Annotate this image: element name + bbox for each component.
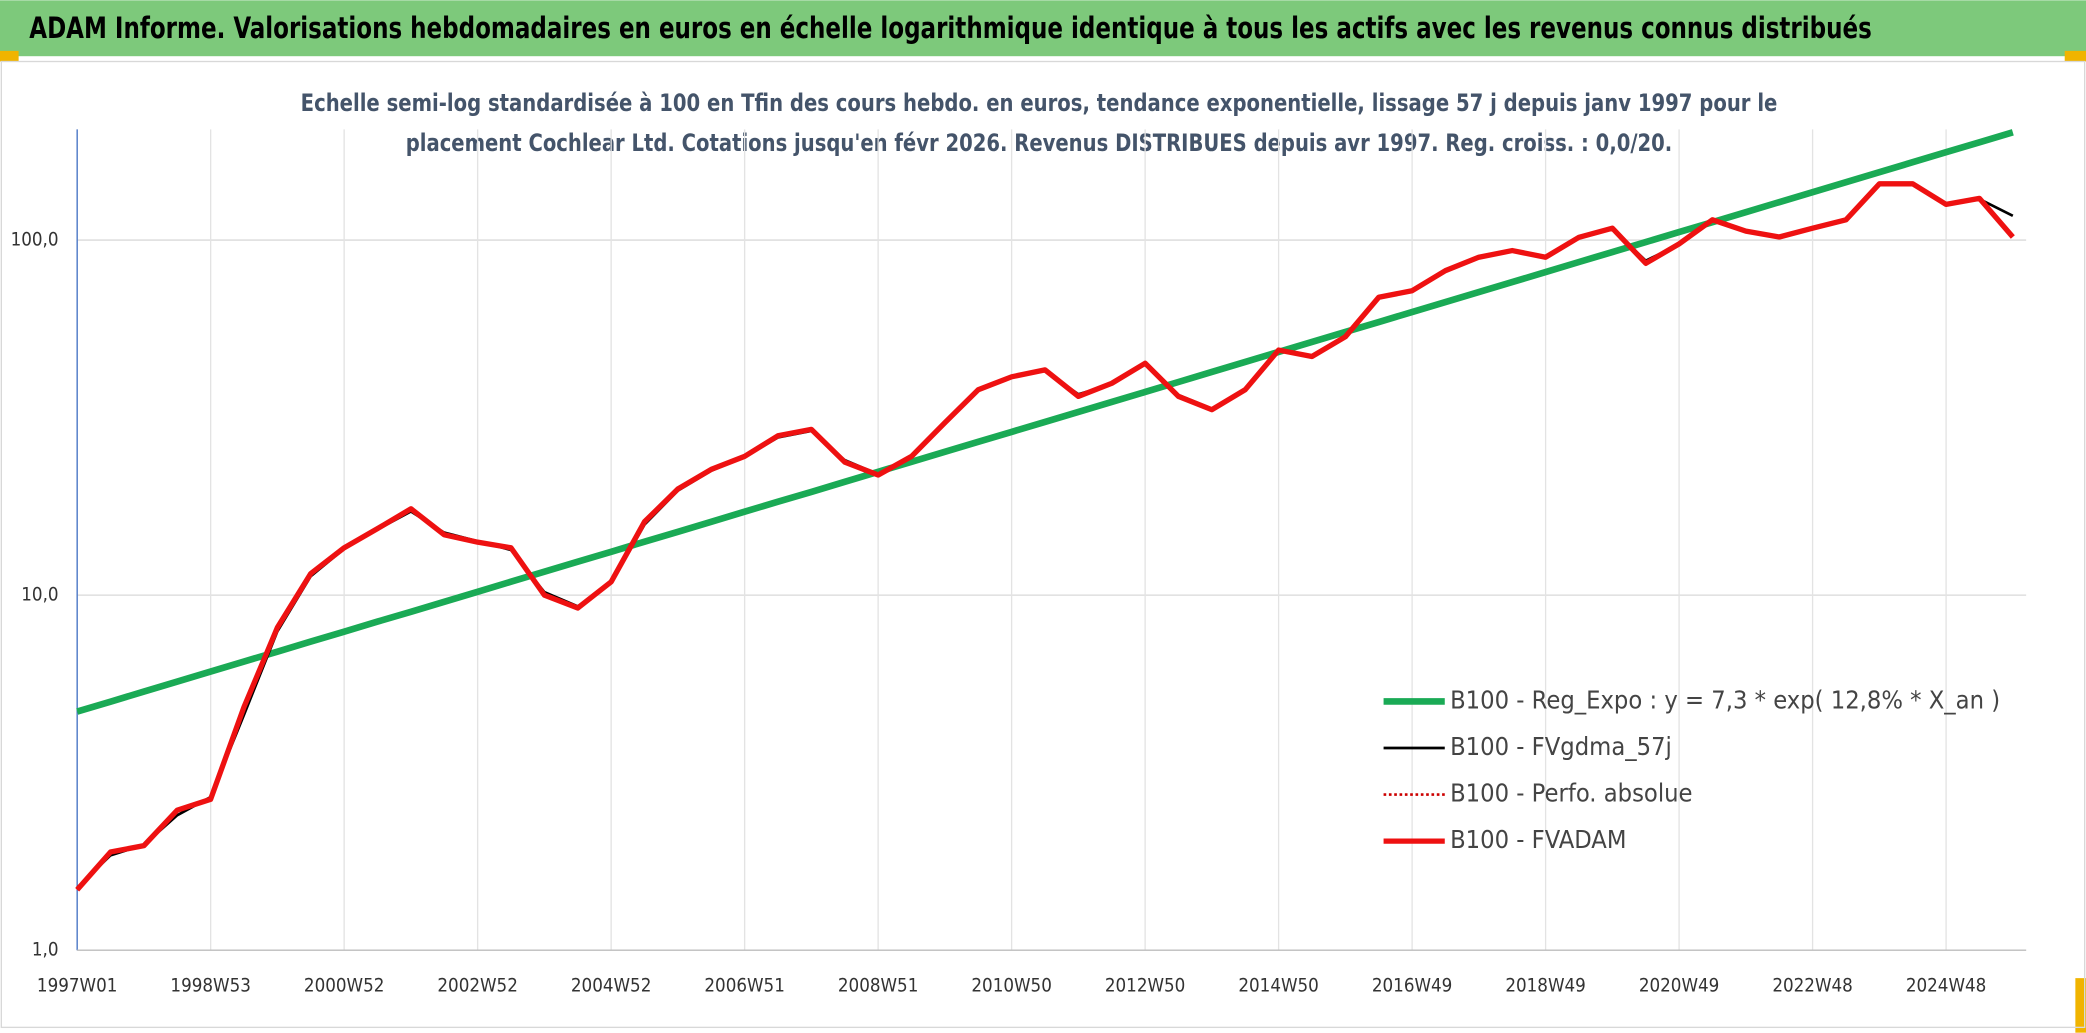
series-line: [76, 129, 2014, 715]
chart-subtitle: placement Cochlear Ltd. Cotations jusqu'…: [406, 129, 1672, 157]
y-tick-label: 1,0: [32, 940, 59, 961]
legend-label: B100 - Reg_Expo : y = 7,3 * exp( 12,8% *…: [1450, 685, 2000, 714]
x-tick-label: 2004W52: [571, 976, 651, 997]
x-tick-label: 2000W52: [304, 976, 384, 997]
chart-title: ADAM Informe. Valorisations hebdomadaire…: [29, 11, 1872, 45]
x-tick-label: 2002W52: [437, 976, 517, 997]
x-tick-label: 2014W50: [1238, 976, 1318, 997]
header-bar: [0, 0, 2086, 57]
corner: [0, 50, 19, 62]
x-tick-label: 2018W49: [1505, 976, 1585, 997]
chart-subtitle: Echelle semi-log standardisée à 100 en T…: [301, 89, 1778, 117]
y-tick-label: 10,0: [21, 585, 58, 606]
x-tick-label: 2012W50: [1105, 976, 1185, 997]
x-tick-label: 2006W51: [704, 976, 784, 997]
x-tick-label: 1997W01: [37, 976, 117, 997]
x-tick-label: 2008W51: [838, 976, 918, 997]
corner: [2064, 50, 2086, 62]
x-tick-label: 2010W50: [971, 976, 1051, 997]
x-tick-label: 1998W53: [170, 976, 250, 997]
x-tick-label: 2020W49: [1639, 976, 1719, 997]
y-tick-label: 100,0: [11, 230, 59, 251]
x-tick-label: 2016W49: [1372, 976, 1452, 997]
legend-label: B100 - FVgdma_57j: [1450, 732, 1672, 761]
x-tick-label: 2022W48: [1772, 976, 1852, 997]
frame: [0, 60, 2086, 1029]
series-line: [75, 181, 2015, 892]
x-tick-label: 2024W48: [1906, 976, 1986, 997]
corner: [2075, 978, 2086, 1033]
legend-label: B100 - Perfo. absolue: [1450, 779, 1692, 808]
legend-label: B100 - FVADAM: [1450, 825, 1626, 854]
